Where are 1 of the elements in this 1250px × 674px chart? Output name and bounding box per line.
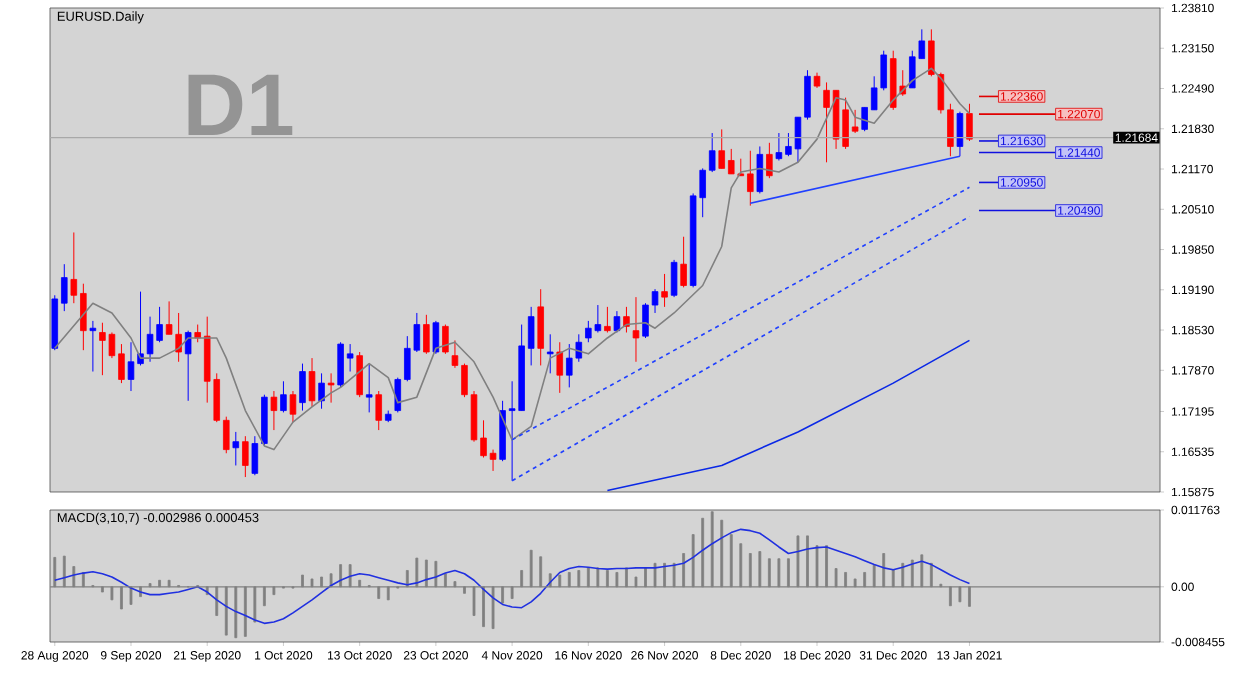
annotation: D1: [188, 74, 293, 135]
